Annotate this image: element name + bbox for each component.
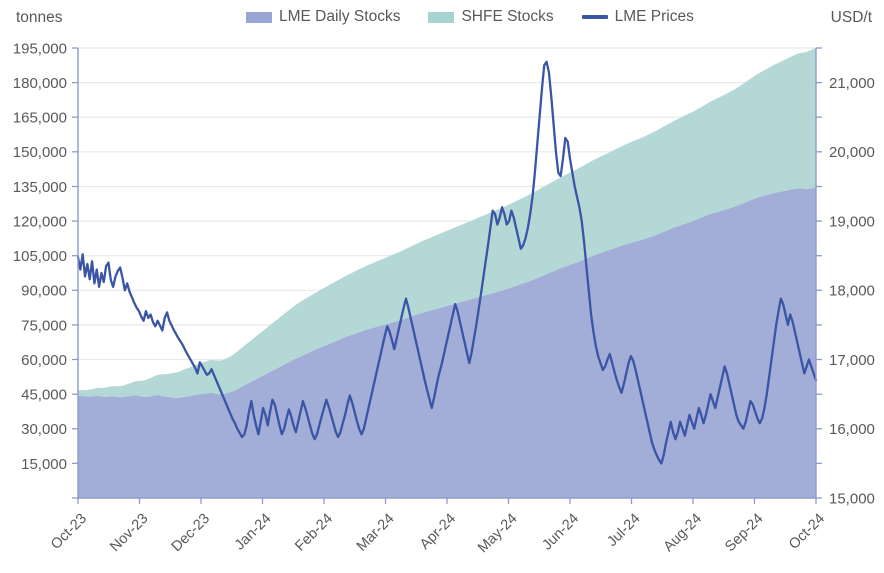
- x-axis-tick-label: Dec-23: [169, 511, 213, 555]
- left-axis-tick-label: 180,000: [13, 75, 67, 92]
- legend-label: LME Daily Stocks: [279, 8, 401, 25]
- left-axis-unit-label: tonnes: [16, 9, 63, 26]
- x-axis-tick-label: Oct-24: [786, 511, 828, 553]
- x-axis-ticks: Oct-23 Nov-23 Dec-23 Jan-24 Feb-24 Mar-24 Apr-…: [48, 498, 828, 556]
- legend-item[interactable]: SHFE Stocks: [428, 6, 554, 28]
- right-axis-tick-label: 18,000: [829, 283, 875, 300]
- right-axis-tick-label: 21,000: [829, 75, 875, 92]
- chart-legend: LME Daily Stocks SHFE Stocks LME Prices: [246, 6, 694, 28]
- right-axis-unit-label: USD/t: [830, 9, 872, 26]
- legend-area-swatch: [246, 11, 272, 23]
- legend-label: LME Prices: [614, 8, 694, 25]
- left-axis-tick-label: 60,000: [21, 352, 67, 369]
- right-axis-tick-label: 15,000: [829, 490, 875, 507]
- chart-header: tonnes LME Daily Stocks SHFE Stocks LME Pr…: [0, 0, 884, 34]
- left-axis-tick-label: 105,000: [13, 248, 67, 265]
- right-axis-tick-label: 20,000: [829, 144, 875, 161]
- x-axis-tick-label: Mar-24: [354, 511, 398, 555]
- left-axis-tick-label: 90,000: [21, 283, 67, 300]
- x-axis-tick-label: Jul-24: [604, 511, 643, 550]
- left-axis-tick-label: 75,000: [21, 317, 67, 334]
- left-axis-tick-label: 120,000: [13, 214, 67, 231]
- right-axis-tick-label: 19,000: [829, 214, 875, 231]
- x-axis-tick-label: Sep-24: [722, 511, 766, 555]
- left-axis-tick-label: 150,000: [13, 144, 67, 161]
- legend-item[interactable]: LME Daily Stocks: [246, 6, 400, 28]
- area-shfe-stocks: [78, 48, 816, 399]
- x-axis-tick-label: Jan-24: [232, 511, 275, 554]
- x-axis-tick-label: Apr-24: [417, 511, 459, 553]
- right-axis-tick-label: 17,000: [829, 352, 875, 369]
- legend-area-swatch: [428, 11, 455, 23]
- left-axis-tick-label: 30,000: [21, 421, 67, 438]
- legend-line-swatch: [581, 15, 608, 19]
- left-axis-tick-label: 195,000: [13, 40, 67, 57]
- left-axis-tick-label: 165,000: [13, 110, 67, 127]
- left-axis-ticks: 15,000 30,000 45,000 60,000 75,000 90,000 105,…: [13, 40, 78, 499]
- left-axis-tick-label: 15,000: [21, 456, 67, 473]
- x-axis-tick-label: Oct-23: [48, 511, 90, 553]
- line-lme-prices: [76, 60, 818, 465]
- x-axis-tick-label: Feb-24: [292, 511, 336, 555]
- right-axis-tick-label: 16,000: [829, 421, 875, 438]
- legend-label: SHFE Stocks: [461, 8, 554, 25]
- legend-item[interactable]: LME Prices: [581, 6, 694, 28]
- x-axis-tick-label: Jun-24: [539, 511, 582, 554]
- left-axis-tick-label: 135,000: [13, 179, 67, 196]
- x-axis-tick-label: Aug-24: [661, 511, 705, 555]
- left-axis-tick-label: 45,000: [21, 387, 67, 404]
- right-axis-ticks: 15,000 16,000 17,000 18,000 19,000 20,000 21,0…: [816, 47, 875, 507]
- x-axis-tick-label: Nov-23: [107, 511, 151, 555]
- x-axis-tick-label: May-24: [475, 511, 521, 557]
